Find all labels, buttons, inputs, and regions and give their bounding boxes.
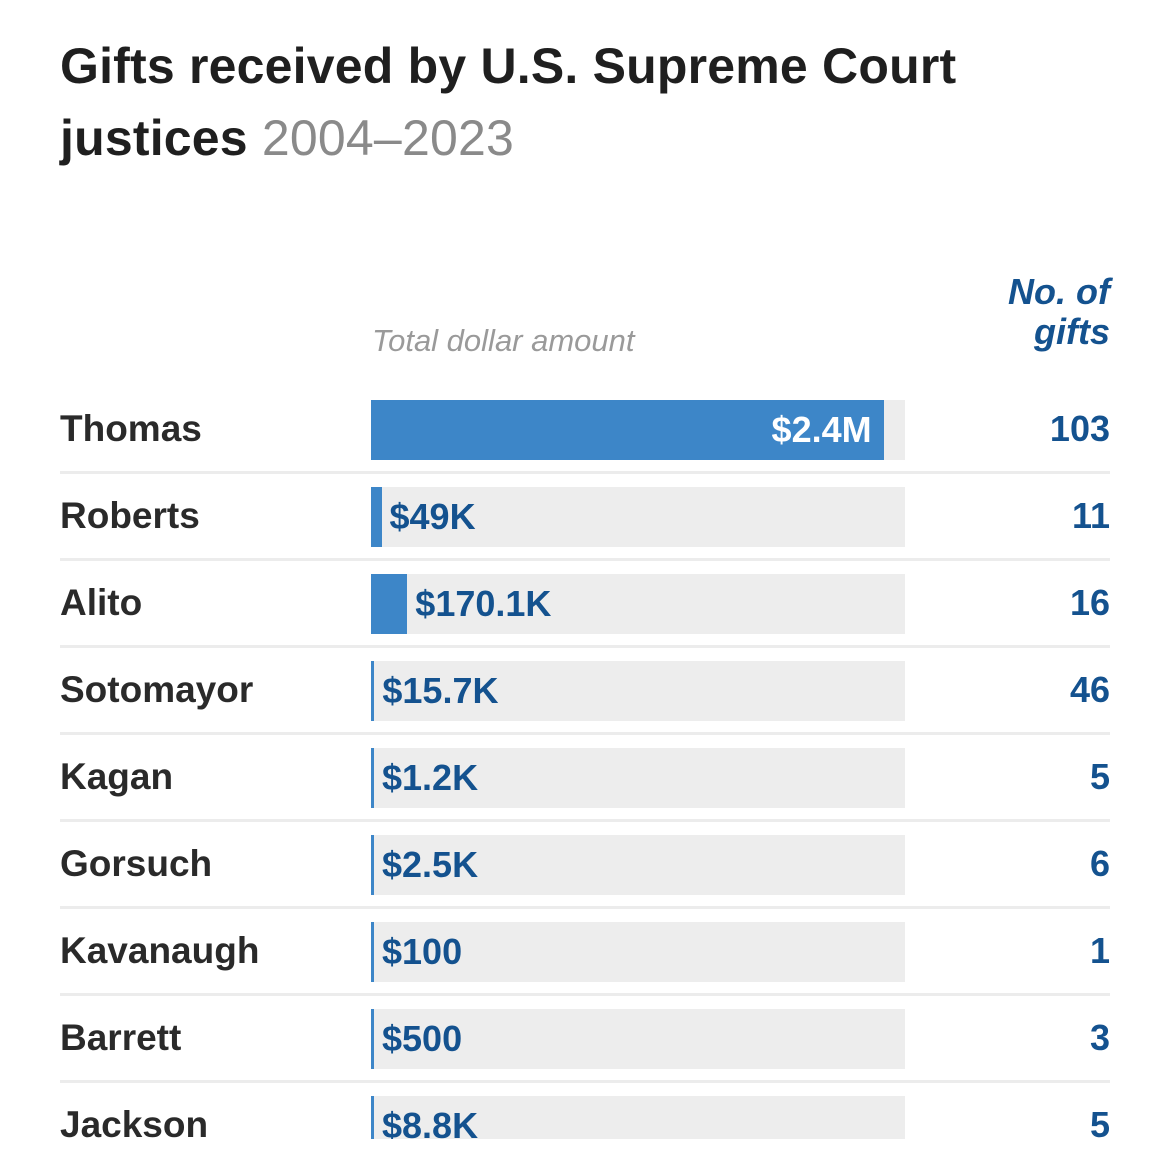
bar-row-roberts: Roberts $49K 11 (60, 474, 1110, 561)
bar-track: $2.5K (371, 835, 905, 895)
gift-count-label: 46 (1069, 669, 1110, 710)
count-column-header-line2: gifts (1034, 311, 1110, 352)
gift-count-label: 11 (1071, 495, 1110, 536)
bar-value-label: $8.8K (382, 1105, 479, 1139)
chart-rows: Thomas $2.4M 103 Roberts $49K 11 Alito $170.1K 1… (60, 387, 1110, 1139)
bar-value-label: $2.4M (771, 409, 872, 450)
count-column-header: No. of gifts (910, 272, 1110, 352)
row-divider (60, 993, 1110, 996)
bar-fill (371, 661, 375, 721)
bar-value-label: $49K (389, 496, 476, 537)
category-label: Gorsuch (60, 843, 213, 884)
row-divider (60, 906, 1110, 909)
chart-title-block: Gifts received by U.S. Supreme Court jus… (60, 30, 1120, 174)
category-label: Kagan (60, 756, 174, 797)
bar-value-label: $15.7K (382, 670, 499, 711)
bar-track: $15.7K (371, 661, 905, 721)
category-label: Sotomayor (60, 669, 254, 710)
category-label: Barrett (60, 1017, 182, 1058)
bar-track: $170.1K (371, 574, 905, 634)
bar-fill (371, 1096, 374, 1139)
gift-count-label: 5 (1089, 1104, 1110, 1140)
bar-row-thomas: Thomas $2.4M 103 (60, 387, 1110, 474)
bar-row-sotomayor: Sotomayor $15.7K 46 (60, 648, 1110, 735)
bar-fill (371, 835, 374, 895)
amount-column-header: Total dollar amount (372, 323, 635, 358)
gift-count-label: 3 (1089, 1017, 1110, 1058)
bar-value-label: $170.1K (415, 583, 552, 624)
gift-count-label: 5 (1089, 756, 1110, 797)
bar-row-barrett: Barrett $500 3 (60, 996, 1110, 1083)
count-column-header-line1: No. of (1008, 271, 1110, 312)
bar-fill (371, 574, 408, 634)
gift-count-label: 16 (1069, 582, 1110, 623)
category-label: Thomas (60, 408, 202, 449)
row-divider (60, 558, 1110, 561)
bar-fill (371, 1009, 374, 1069)
chart-title: Gifts received by U.S. Supreme Court jus… (60, 38, 957, 166)
bar-value-label: $2.5K (382, 844, 479, 885)
category-label: Jackson (60, 1104, 209, 1140)
bar-row-alito: Alito $170.1K 16 (60, 561, 1110, 648)
row-divider (60, 471, 1110, 474)
row-divider (60, 645, 1110, 648)
bar-fill (371, 400, 884, 460)
row-divider (60, 819, 1110, 822)
chart-subtitle: 2004–2023 (261, 110, 514, 166)
bar-row-jackson: Jackson $8.8K 5 (60, 1083, 1110, 1139)
bar-value-label: $100 (382, 931, 463, 972)
gift-count-label: 103 (1049, 408, 1110, 449)
category-label: Kavanaugh (60, 930, 260, 971)
bar-row-gorsuch: Gorsuch $2.5K 6 (60, 822, 1110, 909)
bar-fill (371, 748, 374, 808)
row-divider (60, 732, 1110, 735)
bar-fill (371, 487, 382, 547)
bar-value-label: $500 (382, 1018, 463, 1059)
bar-track: $2.4M (371, 400, 905, 460)
bar-track: $1.2K (371, 748, 905, 808)
bar-value-label: $1.2K (382, 757, 479, 798)
category-label: Alito (60, 582, 143, 623)
bar-track: $8.8K (371, 1096, 905, 1139)
gift-count-label: 6 (1089, 843, 1110, 884)
bar-row-kagan: Kagan $1.2K 5 (60, 735, 1110, 822)
bar-row-kavanaugh: Kavanaugh $100 1 (60, 909, 1110, 996)
row-divider (60, 1080, 1110, 1083)
bar-track: $100 (371, 922, 905, 982)
bar-track: $500 (371, 1009, 905, 1069)
gift-count-label: 1 (1089, 930, 1110, 971)
category-label: Roberts (60, 495, 200, 536)
bar-track: $49K (371, 487, 905, 547)
bar-fill (371, 922, 374, 982)
